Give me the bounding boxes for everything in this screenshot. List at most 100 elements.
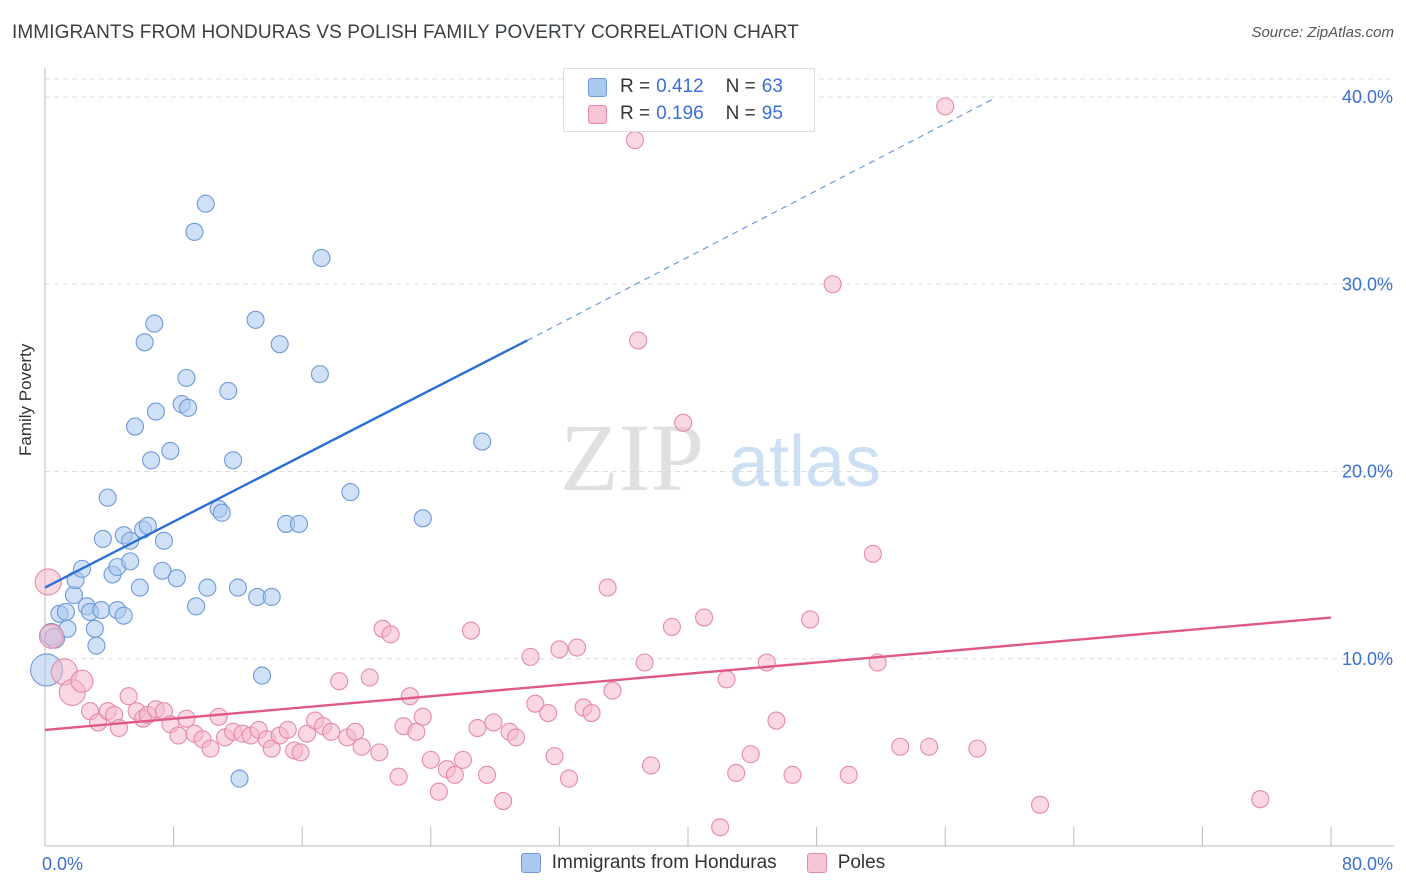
honduras-point (56, 602, 75, 621)
poles-point (478, 765, 497, 784)
poles-point (34, 568, 62, 596)
honduras-point (187, 597, 206, 616)
legend-r-value: 0.412 (656, 76, 704, 97)
y-tick-label: 40.0% (1342, 87, 1393, 107)
poles-point (568, 638, 587, 657)
honduras-point (92, 601, 111, 620)
honduras-point (135, 333, 154, 352)
poles-point (629, 331, 648, 350)
poles-point (891, 737, 910, 756)
correlation-legend: R = 0.412 N = 63 R = 0.196 N = 95 (563, 68, 815, 132)
poles-point (400, 687, 419, 706)
poles-point (641, 756, 661, 775)
legend-row-honduras: R = 0.412 N = 63 (588, 75, 783, 99)
y-tick-label: 10.0% (1342, 649, 1393, 669)
poles-point (209, 707, 228, 726)
trend-lines (44, 98, 1332, 732)
honduras-point (93, 529, 112, 548)
legend-row-poles: R = 0.196 N = 95 (588, 102, 783, 126)
y-tick-label: 30.0% (1342, 274, 1393, 294)
poles-point (484, 713, 503, 732)
y-tick-label: 20.0% (1342, 462, 1393, 482)
poles-point (346, 722, 365, 741)
series-swatch-pink (806, 853, 827, 873)
honduras-point (413, 509, 432, 528)
honduras-point (130, 578, 149, 597)
honduras-point (153, 561, 172, 580)
honduras-point (87, 636, 106, 655)
poles-point (291, 743, 310, 762)
honduras-point (146, 402, 165, 421)
poles-point (559, 769, 579, 788)
poles-point (801, 610, 820, 629)
x-tick-label-max: 80.0% (1341, 854, 1393, 874)
data-points (30, 97, 1270, 837)
watermark: ZIP atlas (560, 404, 881, 511)
poles-point (635, 653, 654, 672)
poles-point (322, 722, 341, 741)
legend-n-value: 95 (761, 103, 783, 124)
poles-point (370, 743, 389, 762)
series-legend-label: Poles (837, 852, 886, 873)
poles-point (169, 726, 188, 745)
poles-point (445, 765, 464, 784)
poles-point (625, 131, 645, 150)
honduras-point (270, 335, 289, 354)
poles-point (545, 747, 564, 766)
poles-point (413, 707, 432, 726)
honduras-point (161, 441, 180, 460)
series-legend-label: Immigrants from Honduras (551, 852, 777, 873)
poles-point (863, 544, 882, 563)
honduras-point (114, 606, 133, 625)
poles-point (603, 681, 622, 700)
legend-r-value: 0.196 (656, 103, 704, 124)
poles-point (421, 750, 440, 769)
poles-point (767, 711, 786, 730)
poles-point (297, 724, 317, 743)
poles-point (968, 739, 987, 758)
honduras-point (85, 619, 104, 638)
y-tick-labels: 10.0% 20.0% 30.0% 40.0% (1342, 87, 1393, 669)
poles-point (352, 737, 371, 756)
honduras-trend-extension (526, 98, 994, 341)
series-legend-poles: Poles (806, 852, 886, 874)
poles-point (521, 647, 540, 666)
honduras-point (177, 368, 196, 387)
poles-point (598, 578, 617, 597)
poles-point (823, 275, 842, 294)
honduras-point (262, 587, 281, 607)
honduras-point (312, 248, 331, 268)
poles-point (468, 718, 487, 738)
legend-swatch-pink (588, 104, 607, 124)
gridlines (45, 78, 1394, 660)
poles-point (330, 672, 349, 691)
series-legend-honduras: Immigrants from Honduras (520, 852, 777, 874)
poles-point (453, 750, 473, 769)
poles-point (727, 763, 746, 783)
honduras-point (121, 552, 140, 571)
honduras-point (196, 194, 215, 213)
poles-point (262, 739, 281, 758)
series-swatch-blue (520, 853, 541, 873)
honduras-point (185, 222, 204, 241)
honduras-point (473, 432, 492, 451)
poles-point (741, 745, 760, 764)
poles-point (381, 625, 400, 644)
poles-point (582, 704, 601, 723)
poles-point (539, 704, 558, 723)
poles-point (389, 767, 408, 786)
honduras-point (219, 381, 238, 401)
legend-r-label: R = (620, 76, 651, 97)
honduras-point (167, 569, 186, 588)
poles-point (526, 694, 545, 713)
honduras-point (179, 398, 198, 417)
legend-r-label: R = (620, 103, 651, 124)
honduras-point (228, 578, 247, 597)
poles-point (360, 668, 379, 687)
poles-point (711, 818, 730, 837)
legend-n-value: 63 (761, 76, 783, 97)
poles-point (70, 669, 94, 693)
legend-n-label: N = (725, 103, 756, 124)
poles-trend-line (44, 616, 1332, 732)
honduras-point (142, 451, 161, 470)
